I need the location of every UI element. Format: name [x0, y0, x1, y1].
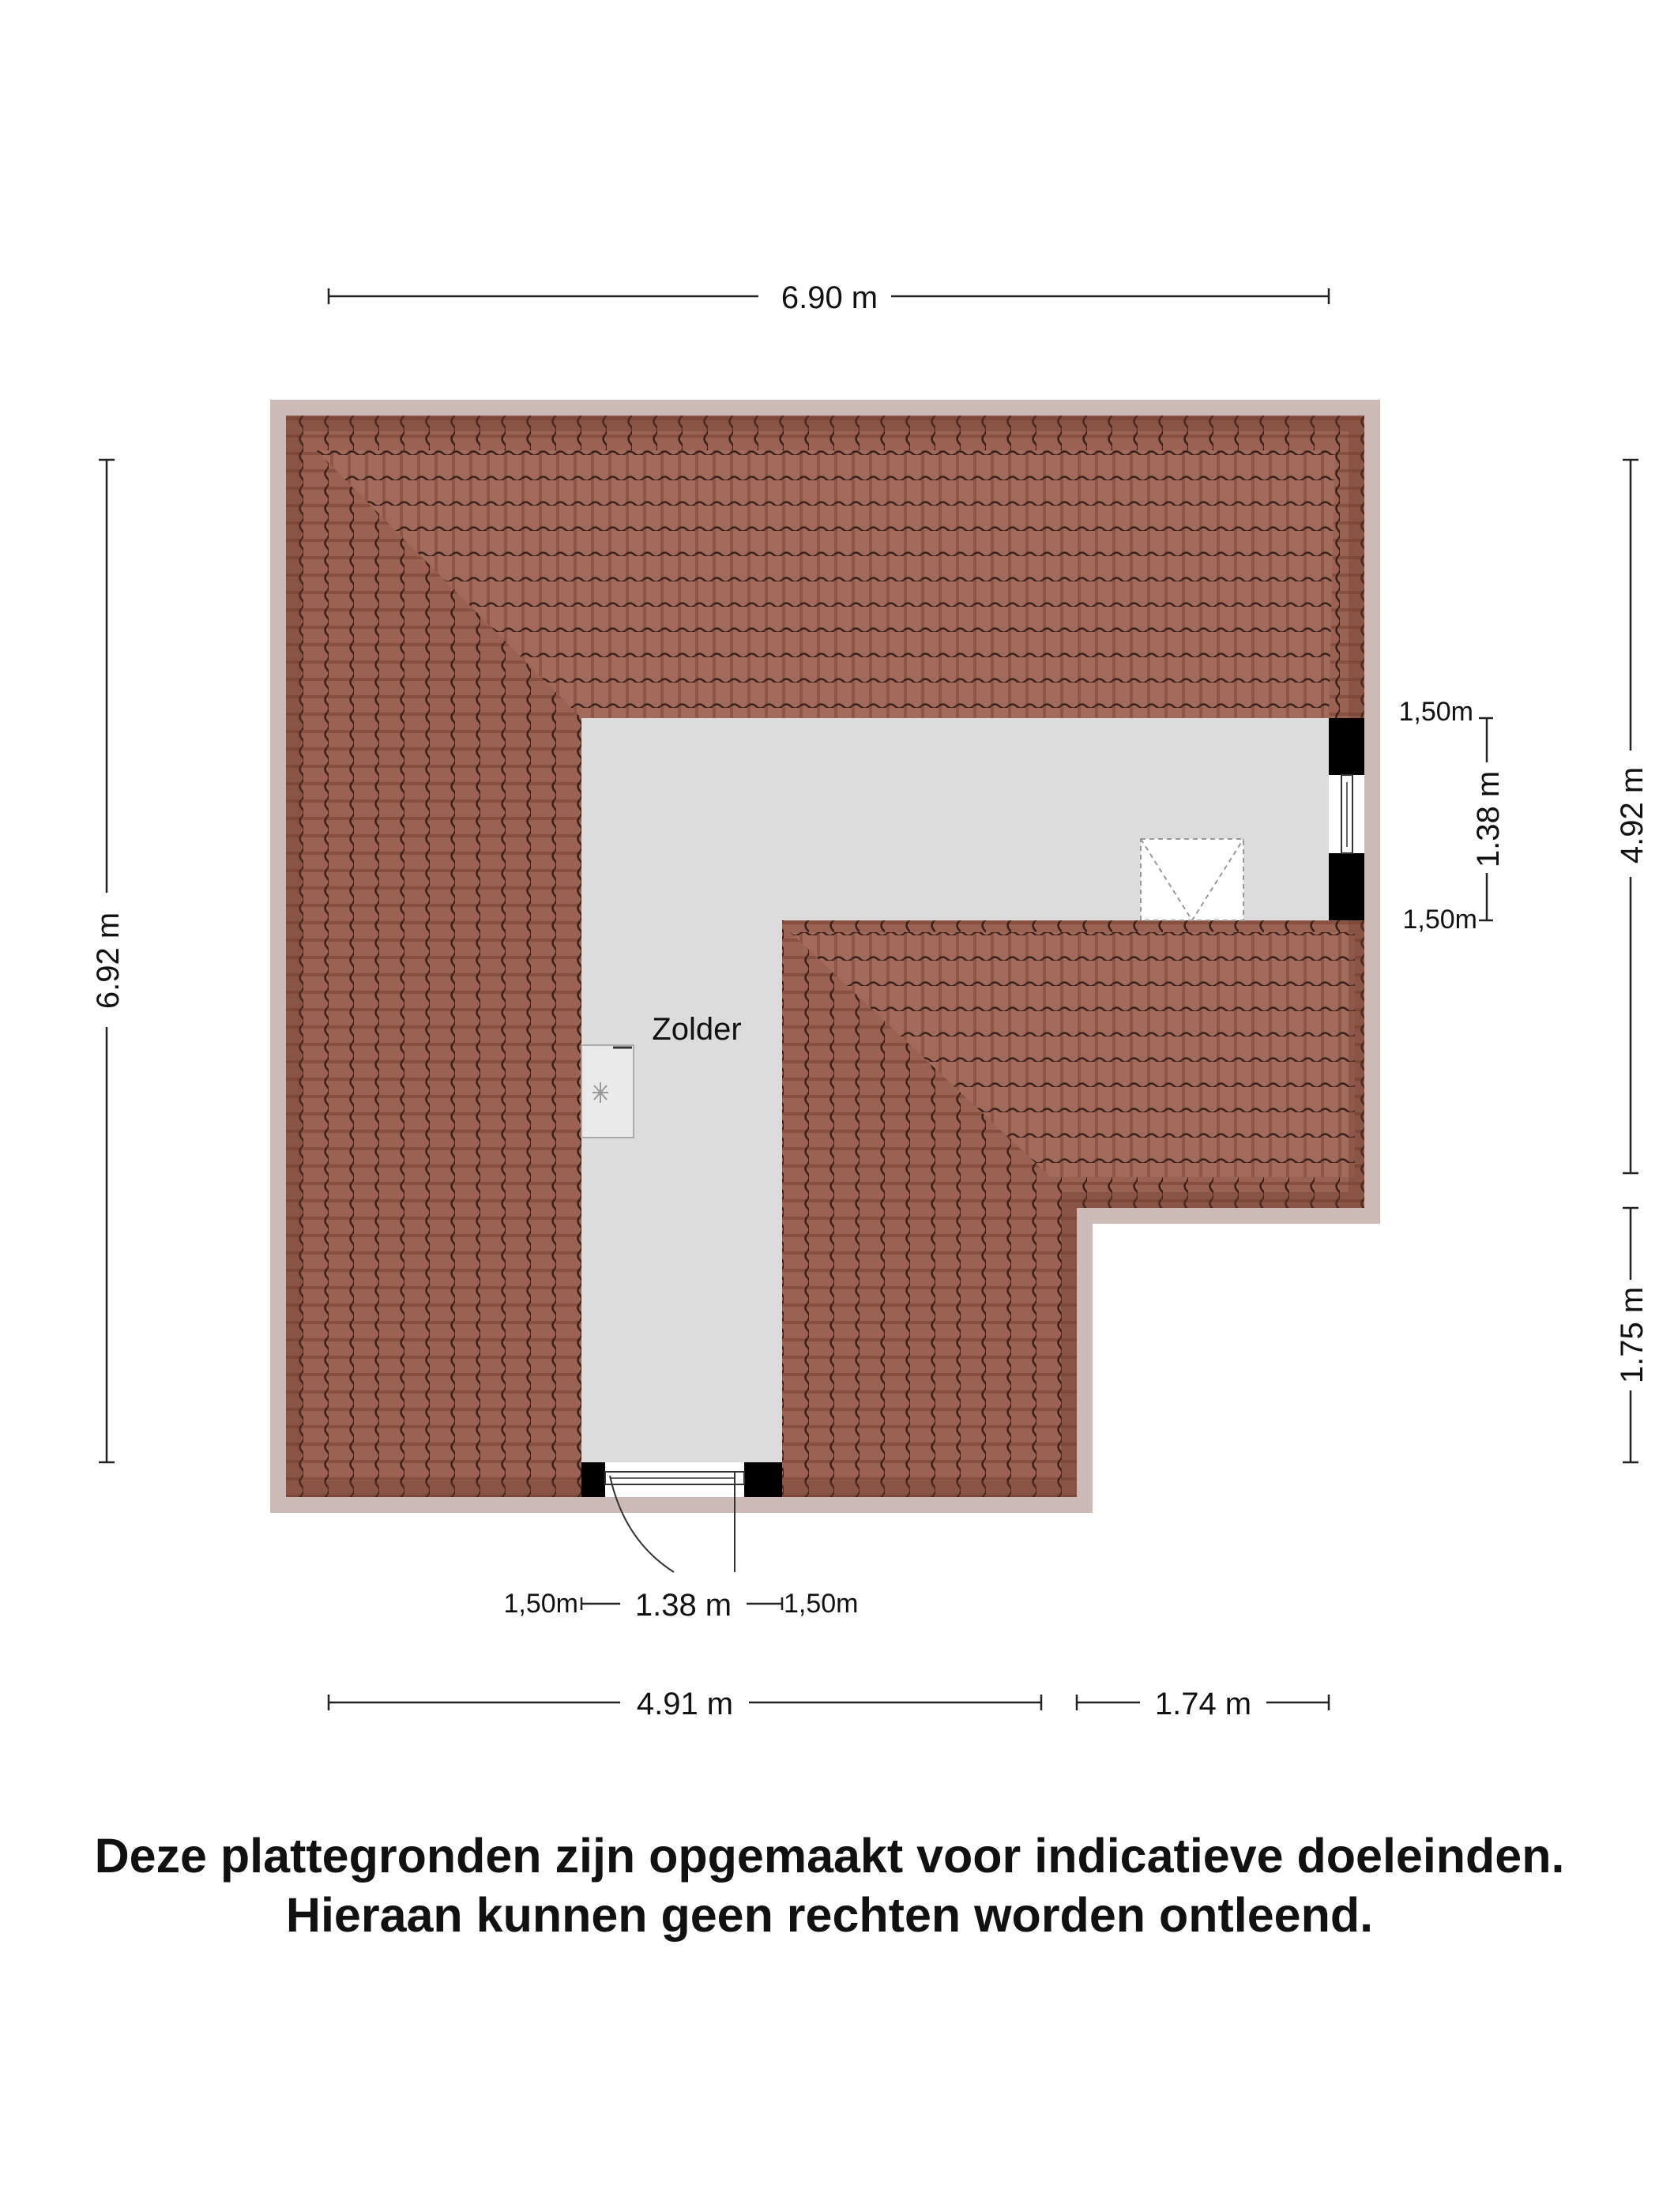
- dimension-window-top-label: 1,50m: [1399, 697, 1474, 727]
- dimension-right: [1623, 458, 1638, 1464]
- door: [581, 1462, 782, 1573]
- dimension-bottom-left-label: 4.91 m: [637, 1687, 733, 1721]
- dimension-right-upper-label: 4.92 m: [1615, 767, 1650, 863]
- dimension-bottom: [327, 1695, 1330, 1710]
- dimension-window-label: 1.38 m: [1471, 771, 1506, 867]
- dimension-bottom-right-label: 1.74 m: [1155, 1687, 1251, 1721]
- roof-lower-right-slope: [790, 932, 1355, 1177]
- skylight: [1140, 838, 1244, 922]
- roof-edge: [270, 400, 1380, 1513]
- dimension-door-left-label: 1,50m: [504, 1589, 579, 1619]
- room-label: Zolder: [652, 1012, 741, 1047]
- roof-top-slope: [316, 450, 1335, 718]
- disclaimer-line-1: Deze plattegronden zijn opgemaakt voor i…: [94, 1829, 1565, 1883]
- dimension-top: [327, 288, 1330, 304]
- disclaimer-line-2: Hieraan kunnen geen rechten worden ontle…: [285, 1888, 1374, 1942]
- dimension-top-label: 6.90 m: [781, 280, 878, 315]
- dimension-left: [99, 458, 115, 1464]
- dimension-left-label: 6.92 m: [91, 912, 126, 1009]
- dimension-door-label: 1.38 m: [635, 1588, 732, 1623]
- dimension-window: [1479, 717, 1493, 922]
- dimension-door: [580, 1597, 784, 1610]
- fan-fixture: [581, 1044, 634, 1138]
- dimension-door-right-label: 1,50m: [784, 1589, 859, 1619]
- roof: [270, 400, 1380, 1513]
- right-window: [1329, 718, 1364, 920]
- dimension-right-lower-label: 1.75 m: [1615, 1287, 1650, 1383]
- dimension-window-bottom-label: 1,50m: [1403, 905, 1478, 935]
